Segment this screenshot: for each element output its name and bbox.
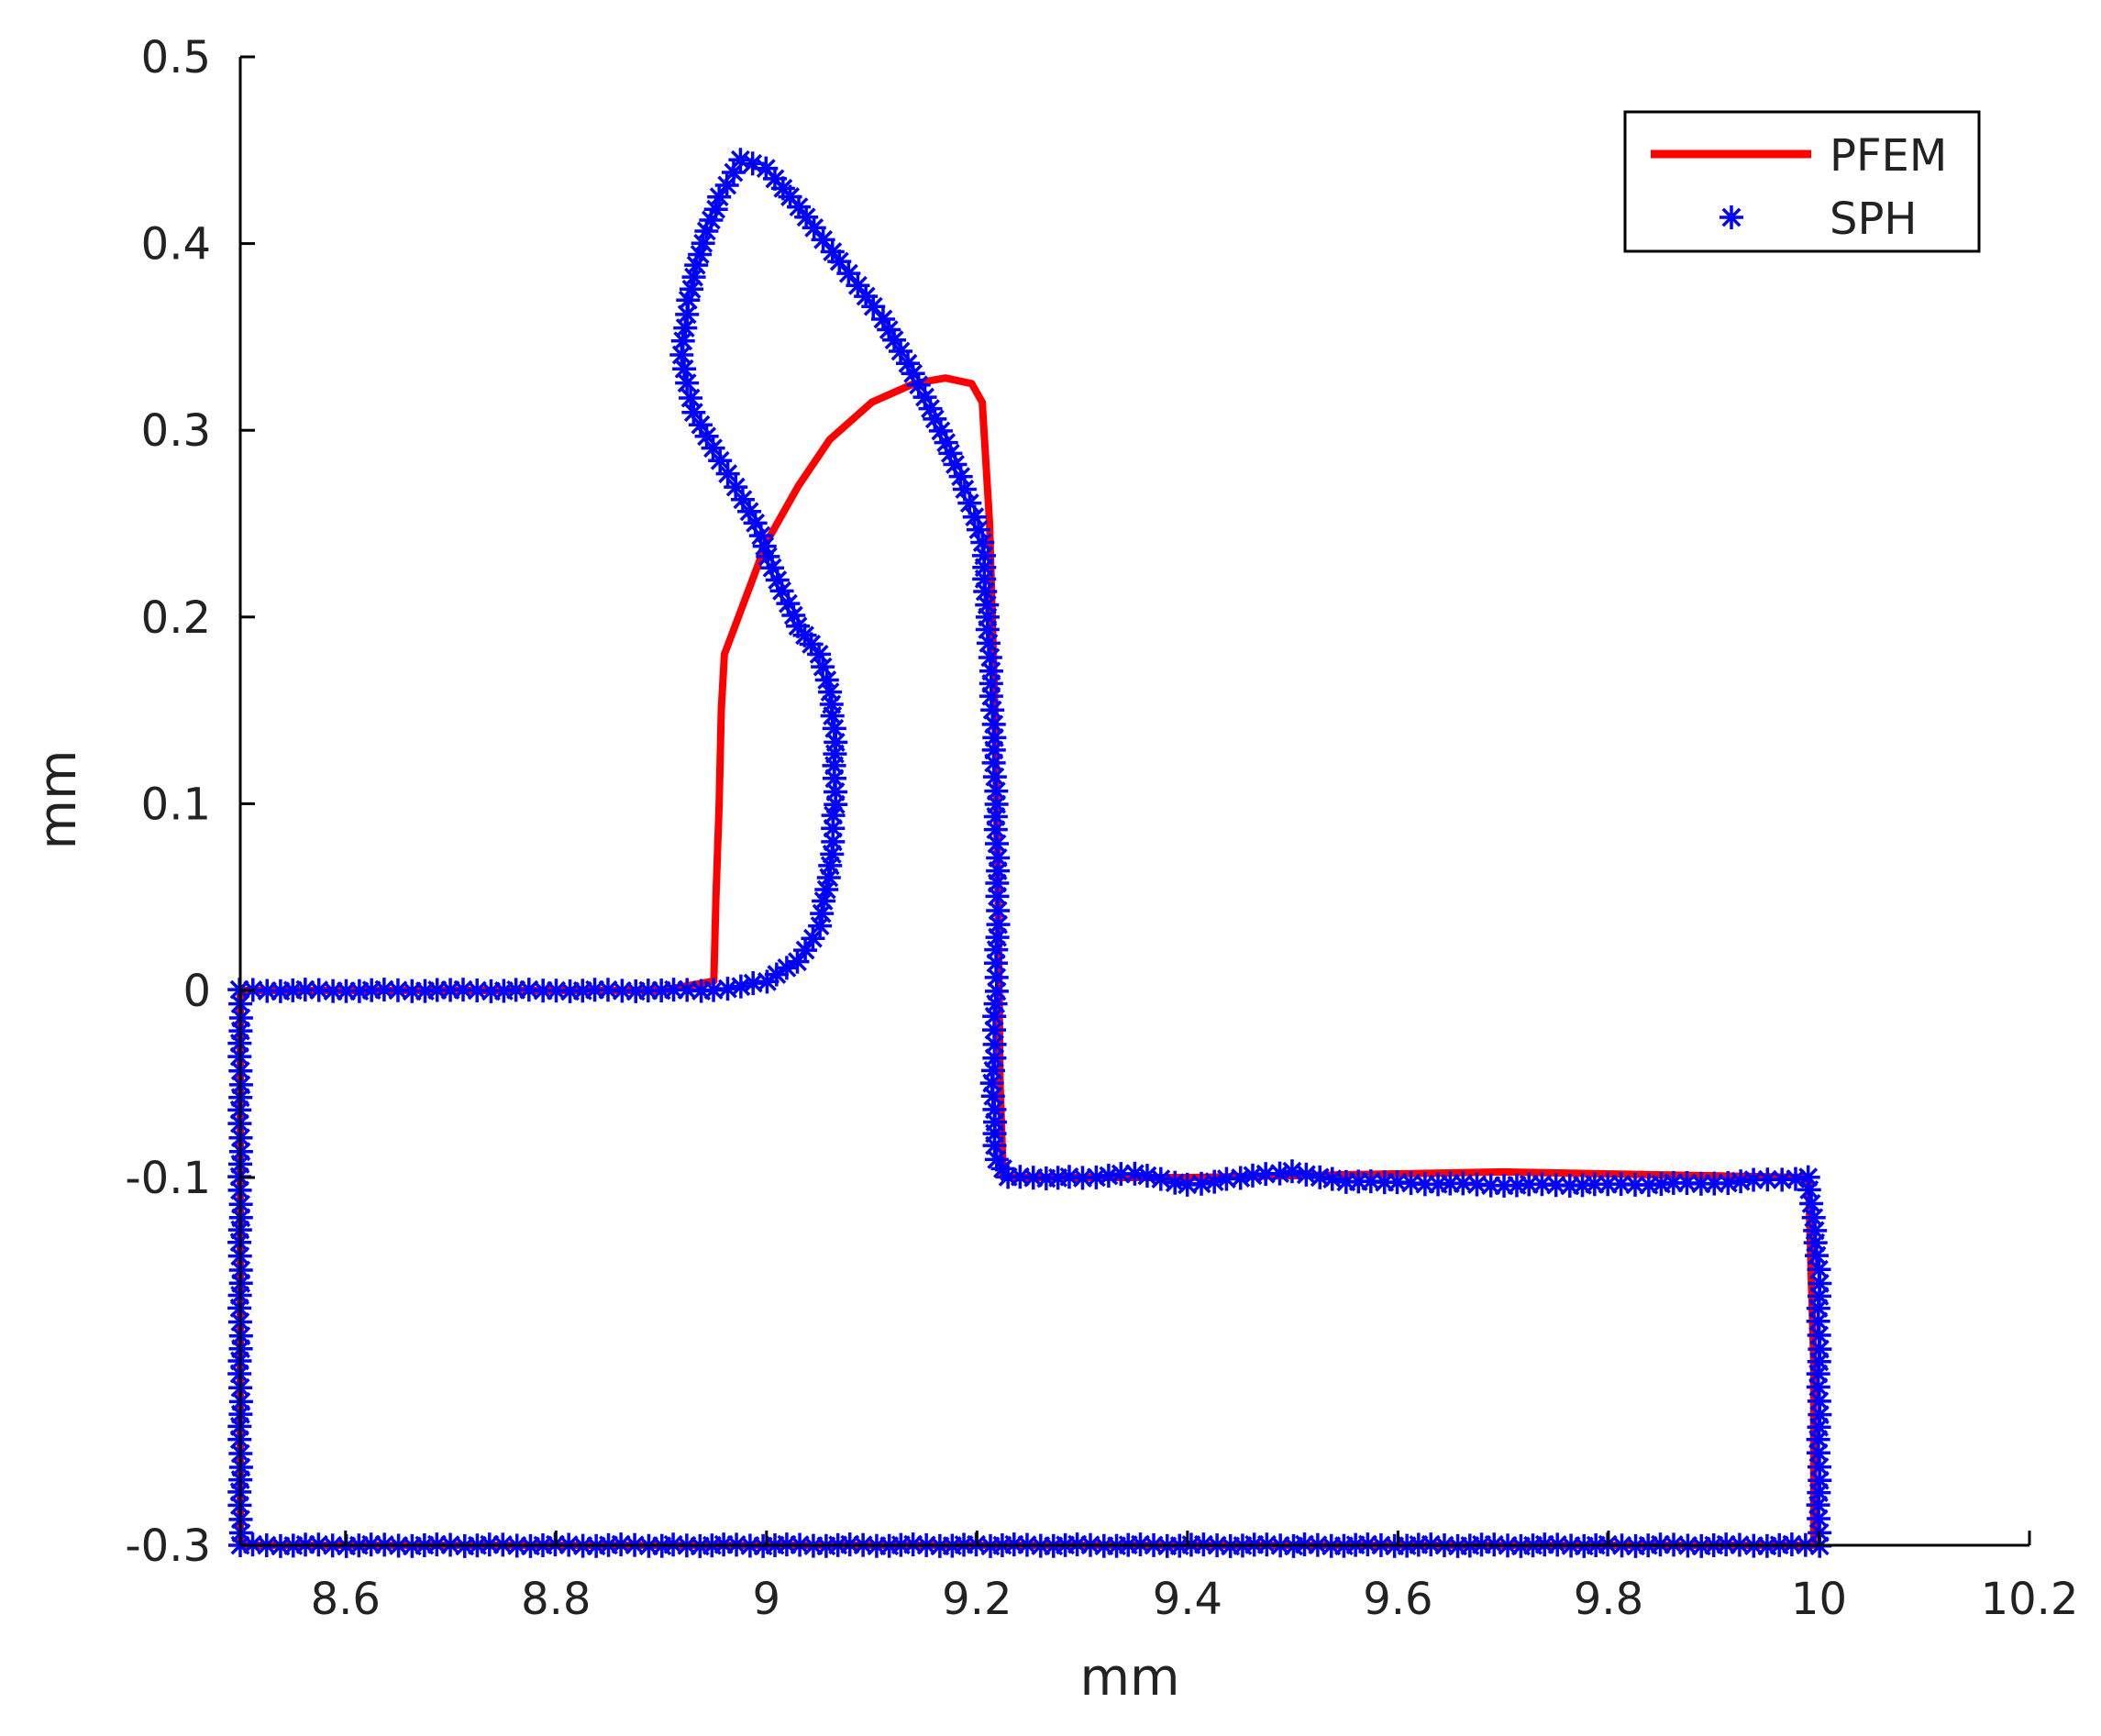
sph-marker — [730, 487, 755, 512]
y-tick-label: -0.3 — [125, 1520, 211, 1572]
sph-marker — [985, 884, 1010, 909]
x-tick-label: 9.2 — [942, 1574, 1012, 1625]
sph-marker — [679, 386, 703, 411]
sph-marker — [827, 249, 852, 274]
ticks: 8.6 8.8 9 9.2 9.4 9.6 9.8 10 10.2 -0.3 -0.1 0 0.1 0.2… — [125, 32, 2078, 1625]
sph-marker — [681, 400, 706, 425]
sph-marker — [676, 288, 701, 313]
y-tick-label: 0.1 — [141, 779, 211, 830]
legend-label-pfem: PFEM — [1830, 130, 1947, 182]
y-tick-label: 0.4 — [141, 219, 211, 271]
legend-label-sph: SPH — [1830, 194, 1918, 245]
x-axis-label: mm — [1079, 1648, 1179, 1708]
sph-marker — [1148, 1167, 1173, 1191]
sph-marker — [976, 631, 1001, 656]
sph-marker — [1134, 1164, 1159, 1189]
legend-box — [1623, 110, 1981, 253]
x-tick-label: 9.8 — [1574, 1574, 1643, 1625]
sph-marker — [715, 461, 740, 486]
sph-marker — [861, 294, 886, 319]
y-tick-label: 0.3 — [141, 405, 211, 457]
sph-marker — [1716, 1170, 1741, 1195]
sph-marker — [785, 949, 810, 974]
sph-marker — [1783, 1167, 1808, 1191]
sph-marker — [818, 680, 843, 704]
series-line-pfem — [237, 374, 1818, 1549]
sph-marker — [1096, 1164, 1121, 1189]
plot-area — [227, 148, 1832, 1558]
sph-marker — [962, 504, 987, 529]
legend-swatch-sph — [1720, 205, 1743, 229]
sph-marker — [889, 339, 913, 364]
y-tick-label: 0.2 — [141, 592, 211, 644]
sph-marker — [728, 148, 753, 172]
sph-marker — [1279, 1159, 1304, 1184]
x-tick-label: 8.6 — [311, 1574, 381, 1625]
sph-marker — [675, 370, 700, 395]
sph-marker — [756, 544, 780, 569]
x-tick-label: 9.4 — [1153, 1574, 1222, 1625]
y-tick-label: -0.1 — [125, 1153, 211, 1204]
sph-marker — [978, 645, 1002, 669]
y-tick-label: 0 — [182, 966, 211, 1017]
sph-marker — [810, 901, 835, 926]
sph-marker — [1084, 1165, 1109, 1189]
sph-marker — [807, 642, 832, 667]
x-tick-label: 10.2 — [1981, 1574, 2079, 1625]
y-tick-label: 0.5 — [141, 32, 211, 83]
sph-marker — [836, 261, 861, 286]
sph-marker — [1807, 1388, 1831, 1413]
sph-marker — [812, 889, 836, 913]
y-axis-label: mm — [28, 749, 88, 849]
sph-marker — [255, 979, 280, 1003]
sph-marker — [752, 534, 777, 558]
x-tick-label: 9.6 — [1363, 1574, 1432, 1625]
x-tick-label: 9 — [753, 1574, 781, 1625]
sph-marker — [707, 184, 732, 209]
legend-marker-sph — [1720, 205, 1743, 229]
sph-marker — [724, 475, 748, 500]
x-tick-label: 8.8 — [521, 1574, 591, 1625]
sph-marker — [774, 956, 799, 980]
sph-marker — [986, 898, 1011, 923]
sph-marker — [811, 655, 835, 680]
sph-marker — [786, 194, 811, 219]
sph-marker — [1189, 1171, 1214, 1196]
sph-marker — [1755, 1167, 1780, 1192]
sph-marker — [802, 216, 826, 240]
x-tick-label: 10 — [1791, 1574, 1847, 1625]
legend: PFEM SPH — [1623, 110, 1981, 253]
sph-marker — [811, 227, 835, 252]
series-markers-sph — [227, 148, 1832, 1558]
axes — [238, 57, 2029, 1547]
